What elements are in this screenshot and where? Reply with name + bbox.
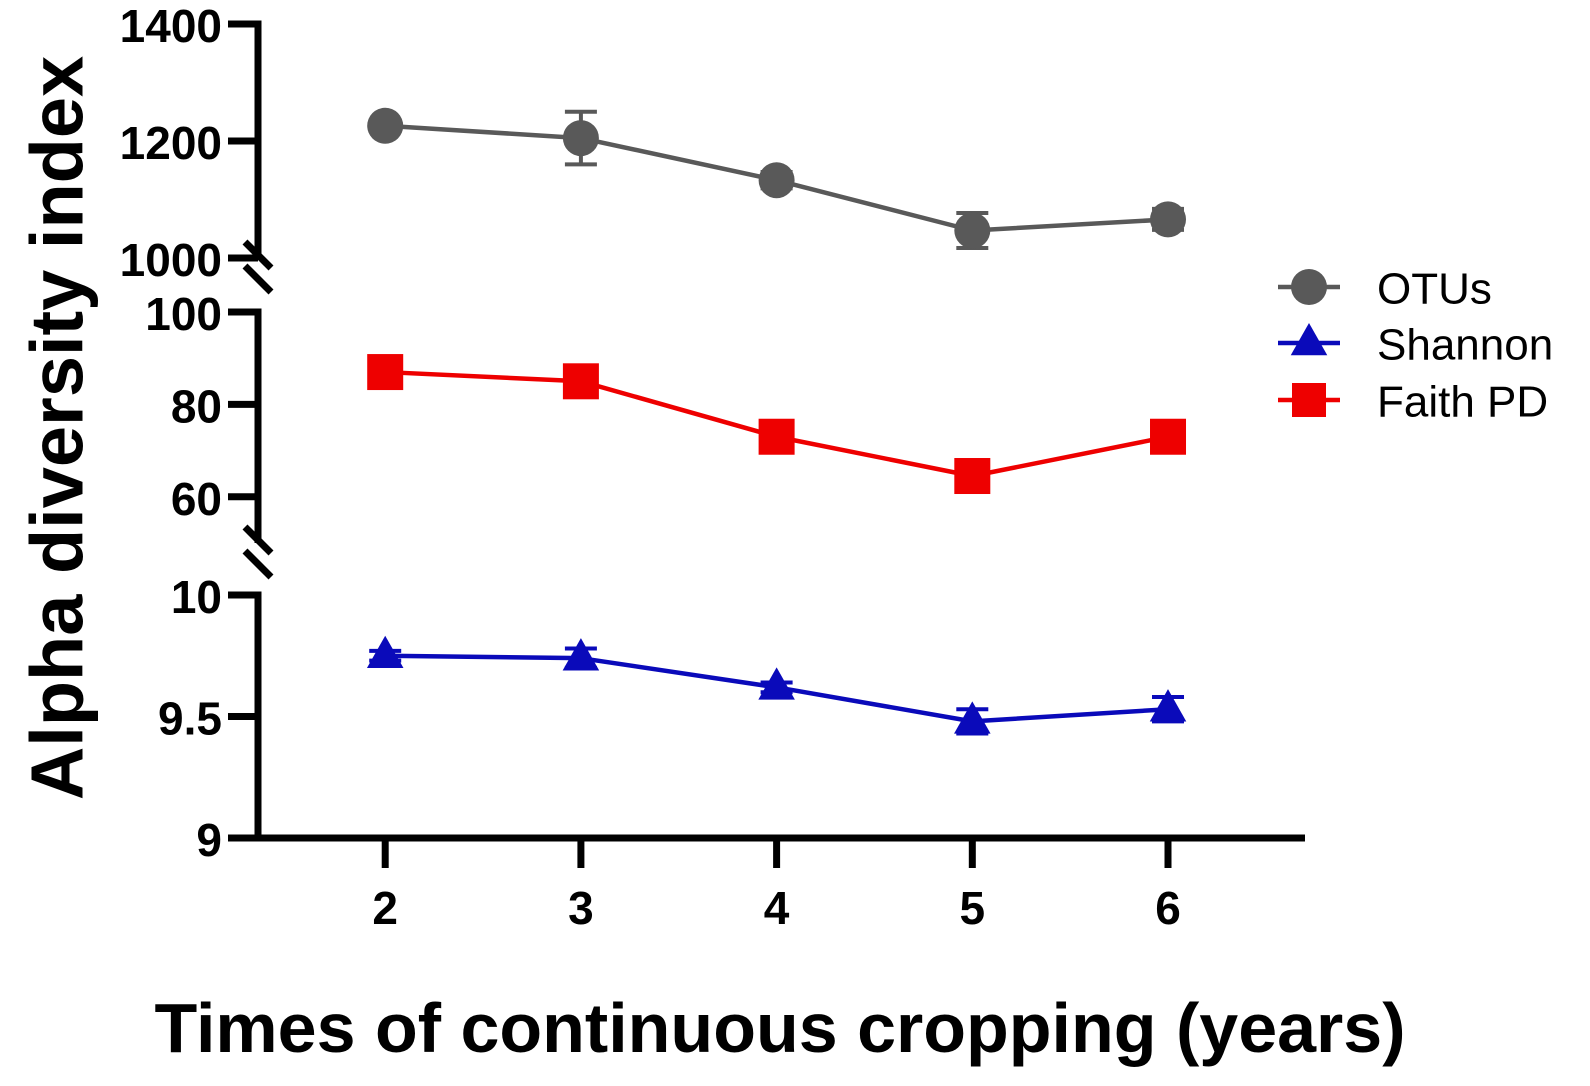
legend-label: Faith PD bbox=[1377, 378, 1548, 427]
x-axis: 2 3 4 5 6 bbox=[254, 834, 1305, 934]
x-tick-label: 5 bbox=[960, 882, 986, 934]
y-tick-label: 100 bbox=[145, 288, 222, 340]
faith-pd-point bbox=[758, 418, 795, 455]
legend-label: Shannon bbox=[1377, 321, 1553, 370]
legend: OTUs Shannon Faith PD bbox=[1278, 265, 1553, 427]
legend-label: OTUs bbox=[1377, 265, 1492, 314]
shannon-point bbox=[758, 667, 795, 700]
y-tick-label: 10 bbox=[171, 571, 222, 623]
y-tick-label: 9.5 bbox=[158, 693, 222, 745]
legend-marker bbox=[1290, 322, 1328, 356]
y-tick-label: 60 bbox=[171, 473, 222, 525]
legend-marker bbox=[1292, 383, 1326, 417]
x-tick-label: 6 bbox=[1155, 882, 1181, 934]
axis-break-mark bbox=[242, 548, 274, 580]
y-axis-faith-segment: 60 80 100 bbox=[145, 288, 274, 580]
y-tick-label: 1000 bbox=[120, 234, 222, 286]
y-axis-shannon-segment: 9 9.5 10 bbox=[158, 571, 262, 866]
otus-point bbox=[954, 212, 991, 249]
legend-marker bbox=[1291, 269, 1327, 305]
y-axis-otus-segment: 1000 1200 1400 bbox=[120, 0, 274, 295]
otus-series bbox=[367, 107, 1187, 251]
axis-break-mark bbox=[242, 524, 274, 556]
x-tick-label: 3 bbox=[568, 882, 594, 934]
legend-item-shannon: Shannon bbox=[1278, 321, 1553, 370]
y-axis: 1000 1200 1400 60 80 100 9 9.5 10 bbox=[120, 0, 274, 866]
faith-pd-point bbox=[954, 458, 991, 495]
shannon-point bbox=[954, 701, 991, 734]
shannon-point bbox=[366, 635, 404, 669]
axis-break-mark bbox=[242, 263, 274, 295]
shannon-point bbox=[1149, 689, 1187, 722]
shannon-series bbox=[366, 635, 1187, 736]
otus-point bbox=[367, 107, 404, 144]
series-layer bbox=[366, 107, 1187, 736]
otus-point bbox=[562, 120, 599, 157]
axis-break-mark bbox=[242, 239, 274, 271]
x-tick-label: 4 bbox=[764, 882, 790, 934]
y-tick-label: 1200 bbox=[120, 117, 222, 169]
legend-item-faith-pd: Faith PD bbox=[1278, 378, 1548, 427]
y-tick-label: 9 bbox=[196, 814, 222, 866]
x-tick-label: 2 bbox=[372, 882, 398, 934]
faith-pd-point bbox=[1150, 418, 1187, 455]
shannon-point bbox=[562, 638, 600, 671]
legend-item-otus: OTUs bbox=[1278, 265, 1492, 314]
y-tick-label: 1400 bbox=[120, 0, 222, 52]
x-axis-title: Times of continuous cropping (years) bbox=[154, 989, 1405, 1067]
faith-pd-series bbox=[367, 354, 1187, 495]
y-axis-title: Alpha diversity index bbox=[16, 56, 99, 800]
otus-point bbox=[1150, 201, 1187, 238]
faith-pd-point bbox=[367, 354, 404, 391]
otus-point bbox=[758, 162, 795, 199]
y-tick-label: 80 bbox=[171, 380, 222, 432]
faith-pd-point bbox=[562, 363, 599, 400]
